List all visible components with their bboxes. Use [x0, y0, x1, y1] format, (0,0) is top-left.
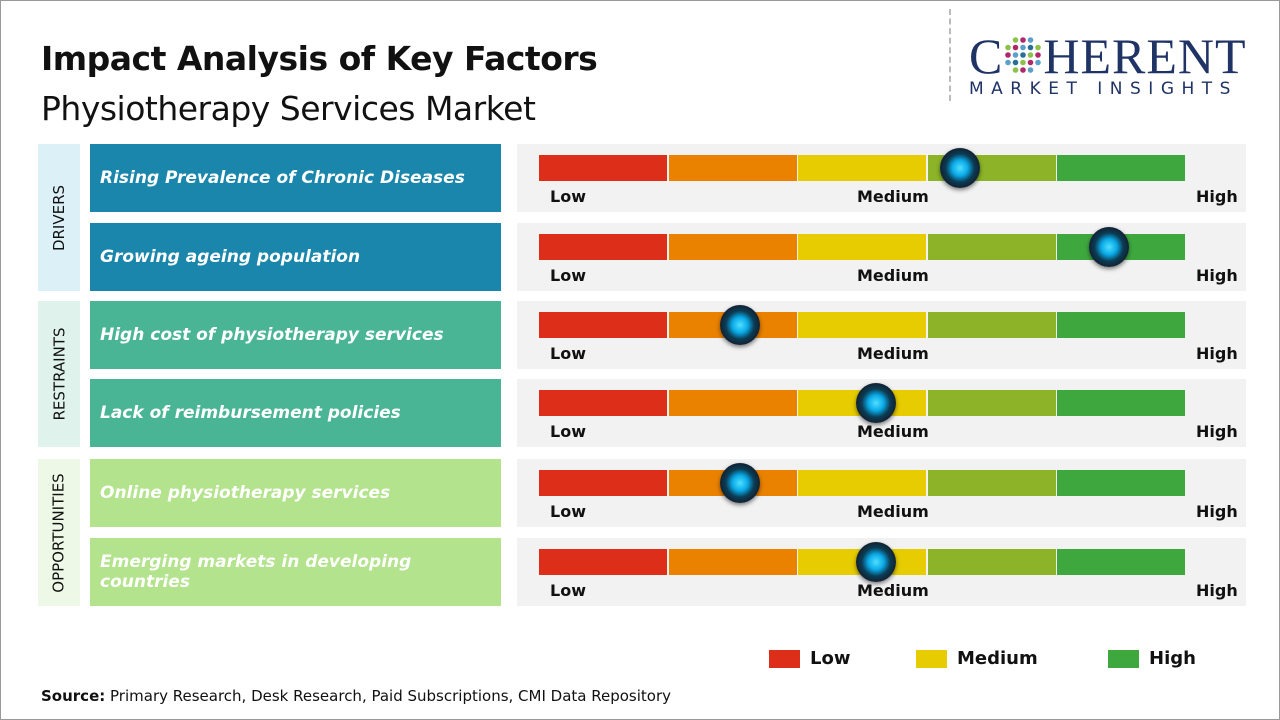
gauge-indicator	[719, 305, 760, 345]
gauge-segment	[798, 234, 927, 260]
gauge-segment	[1057, 312, 1186, 338]
gauge-indicator	[855, 542, 896, 582]
medium-label: Medium	[857, 344, 929, 363]
gauge-segment	[927, 312, 1056, 338]
gauge-indicator	[940, 148, 981, 188]
high-label: High	[1196, 502, 1238, 521]
impact-gauge: Low Medium High	[517, 223, 1246, 291]
category-opportunities: OPPORTUNITIES	[38, 459, 80, 606]
impact-gauge: Low Medium High	[517, 459, 1246, 527]
medium-label: Medium	[857, 502, 929, 521]
gauge-segment	[539, 470, 667, 496]
divider	[949, 9, 951, 101]
gauge-segment	[798, 312, 927, 338]
low-label: Low	[550, 266, 586, 285]
source-note: Source: Primary Research, Desk Research,…	[41, 687, 672, 705]
low-label: Low	[550, 344, 586, 363]
gauge-indicator	[1089, 227, 1130, 267]
legend-low: Low	[769, 648, 850, 669]
gauge-segment	[539, 549, 667, 575]
medium-label: Medium	[857, 187, 929, 206]
gauge-segment	[668, 155, 797, 181]
gauge-segment	[539, 390, 667, 416]
legend-swatch	[916, 649, 947, 668]
gauge-indicator	[855, 383, 896, 423]
medium-label: Medium	[857, 422, 929, 441]
medium-label: Medium	[857, 266, 929, 285]
legend-swatch	[1108, 649, 1139, 668]
gauge-segment	[1057, 390, 1186, 416]
impact-gauge: Low Medium High	[517, 379, 1246, 447]
gauge-segment	[798, 470, 927, 496]
gauge-segment	[539, 312, 667, 338]
gauge-segment	[1057, 155, 1186, 181]
factor-label: Rising Prevalence of Chronic Diseases	[90, 144, 501, 212]
category-restraints: RESTRAINTS	[38, 301, 80, 447]
legend-medium: Medium	[916, 648, 1038, 669]
high-label: High	[1196, 581, 1238, 600]
factor-label: Growing ageing population	[90, 223, 501, 291]
low-label: Low	[550, 502, 586, 521]
factor-label: Lack of reimbursement policies	[90, 379, 501, 447]
gauge-indicator	[719, 463, 760, 503]
low-label: Low	[550, 187, 586, 206]
category-drivers: DRIVERS	[38, 144, 80, 291]
low-label: Low	[550, 581, 586, 600]
high-label: High	[1196, 187, 1238, 206]
gauge-segment	[798, 155, 927, 181]
medium-label: Medium	[857, 581, 929, 600]
impact-gauge: Low Medium High	[517, 538, 1246, 606]
gauge-segment	[1057, 470, 1186, 496]
impact-gauge: Low Medium High	[517, 301, 1246, 369]
gauge-segment	[1057, 549, 1186, 575]
high-label: High	[1196, 422, 1238, 441]
high-label: High	[1196, 266, 1238, 285]
gauge-segment	[668, 234, 797, 260]
factor-label: Emerging markets in developing countries	[90, 538, 501, 606]
page-title: Impact Analysis of Key Factors	[41, 39, 598, 78]
gauge-segment	[539, 155, 667, 181]
factor-label: High cost of physiotherapy services	[90, 301, 501, 369]
impact-gauge: Low Medium High	[517, 144, 1246, 212]
gauge-segment	[539, 234, 667, 260]
gauge-segment	[927, 390, 1056, 416]
logo: C HERENT MARKET INSIGHTS	[969, 28, 1247, 99]
page-subtitle: Physiotherapy Services Market	[41, 89, 536, 128]
gauge-segment	[927, 470, 1056, 496]
gauge-segment	[927, 549, 1056, 575]
low-label: Low	[550, 422, 586, 441]
high-label: High	[1196, 344, 1238, 363]
factor-label: Online physiotherapy services	[90, 459, 501, 527]
legend-swatch	[769, 649, 800, 668]
legend-high: High	[1108, 648, 1196, 669]
gauge-segment	[927, 234, 1056, 260]
gauge-segment	[668, 549, 797, 575]
gauge-segment	[668, 390, 797, 416]
